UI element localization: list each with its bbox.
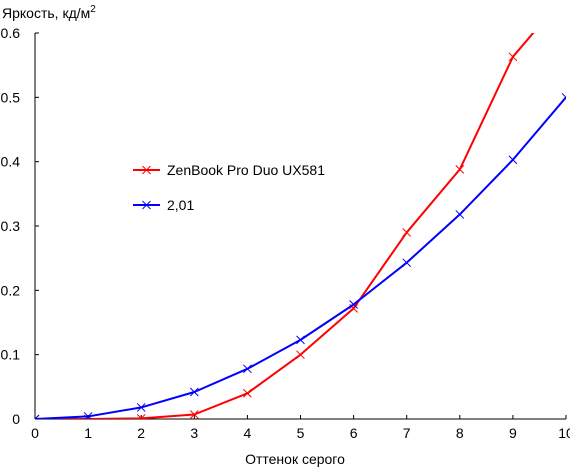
x-tick-label: 6: [350, 425, 358, 441]
y-tick-label: 0.2: [1, 282, 21, 298]
data-point: [136, 414, 146, 419]
data-point: [508, 155, 518, 165]
y-tick-label: 0.6: [1, 25, 21, 41]
series-line: [35, 33, 535, 419]
data-point: [243, 388, 252, 398]
series-2: [35, 92, 566, 419]
legend-item: 2,01: [133, 197, 194, 213]
data-point: [455, 210, 465, 219]
x-tick-label: 7: [403, 425, 411, 441]
x-tick-label: 0: [31, 425, 39, 441]
data-point: [296, 350, 305, 360]
data-point: [508, 52, 518, 62]
legend-item: ZenBook Pro Duo UX581: [133, 162, 325, 178]
data-point: [83, 412, 93, 419]
x-tick-label: 4: [244, 425, 252, 441]
data-point: [561, 92, 566, 102]
legend-label: 2,01: [167, 197, 194, 213]
y-tick-label: 0.1: [1, 347, 21, 363]
x-ticks: 0 1 2 3 4 5 6 7 8 9 10: [31, 415, 570, 441]
data-point: [402, 258, 412, 268]
x-tick-label: 9: [509, 425, 517, 441]
series-1: [35, 33, 535, 419]
y-ticks: 0 0.1 0.2 0.3 0.4 0.5 0.6: [1, 25, 39, 427]
x-tick-label: 2: [137, 425, 145, 441]
x-tick-label: 1: [84, 425, 92, 441]
data-point: [455, 165, 465, 174]
series-layer: [35, 33, 566, 419]
x-axis-label: Оттенок серого: [245, 451, 345, 467]
data-point: [243, 364, 252, 374]
y-tick-label: 0.4: [1, 154, 21, 170]
x-tick-label: 10: [558, 425, 570, 441]
x-tick-label: 5: [297, 425, 305, 441]
data-point: [189, 410, 199, 419]
legend-label: ZenBook Pro Duo UX581: [167, 162, 325, 178]
data-point: [402, 228, 412, 237]
y-tick-label: 0.3: [1, 218, 21, 234]
axes: [34, 33, 566, 420]
data-point: [349, 300, 358, 309]
data-point: [136, 403, 146, 412]
legend: ZenBook Pro Duo UX581 2,01: [133, 162, 325, 213]
y-tick-label: 0: [12, 411, 20, 427]
x-tick-label: 8: [456, 425, 464, 441]
series-line: [35, 96, 566, 419]
data-point: [189, 387, 199, 397]
data-point: [35, 414, 40, 419]
data-point: [296, 335, 305, 345]
x-tick-label: 3: [190, 425, 198, 441]
y-tick-label: 0.5: [1, 89, 21, 105]
y-axis-label: Яркость, кд/м2: [2, 4, 96, 21]
